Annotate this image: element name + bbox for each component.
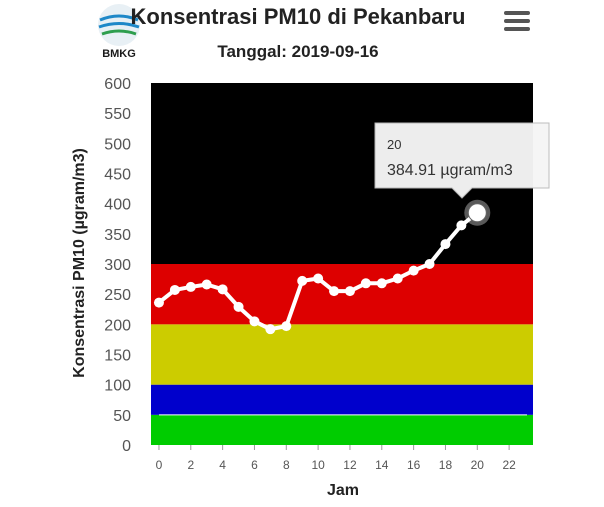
x-tick-label: 18 [439,458,453,472]
data-point[interactable] [233,301,244,312]
data-point[interactable] [392,273,403,284]
y-tick-label: 350 [104,227,131,244]
x-tick-label: 14 [375,458,389,472]
y-tick-label: 250 [104,287,131,304]
y-axis-ticks: 0 50 100 150 200 250 300 350 400 450 500 550 600 [104,76,131,455]
tooltip-hour: 20 [387,137,401,152]
band-3 [151,264,533,325]
x-tick-label: 22 [502,458,516,472]
y-tick-label: 50 [113,408,131,425]
data-point[interactable] [169,284,180,295]
chart-subtitle: Tanggal: 2019-09-16 [217,42,378,61]
data-point[interactable] [329,286,340,297]
bmkg-logo: BMKG [98,4,140,60]
band-0 [151,414,533,445]
x-tick-label: 8 [283,458,290,472]
data-point[interactable] [281,321,292,332]
tooltip-value: 384.91 µgram/m3 [387,162,513,179]
y-tick-label: 550 [104,106,131,123]
x-tick-label: 20 [471,458,485,472]
data-point[interactable] [297,275,308,286]
chart-title: Konsentrasi PM10 di Pekanbaru [131,4,466,29]
data-point[interactable] [376,278,387,289]
x-axis-ticks: 0 2 4 6 8 10 12 14 16 18 20 22 [156,445,516,472]
data-point[interactable] [249,316,260,327]
y-tick-label: 500 [104,136,131,153]
x-tick-label: 12 [343,458,357,472]
data-point[interactable] [456,220,467,231]
band-1 [151,384,533,415]
y-tick-label: 200 [104,317,131,334]
y-tick-label: 0 [122,438,131,455]
y-tick-label: 150 [104,348,131,365]
data-point[interactable] [440,239,451,250]
data-point[interactable] [360,278,371,289]
data-point[interactable] [185,281,196,292]
y-tick-label: 600 [104,76,131,93]
x-tick-label: 16 [407,458,421,472]
x-tick-label: 4 [219,458,226,472]
data-point[interactable] [201,279,212,290]
hamburger-menu-icon[interactable] [502,6,532,36]
x-tick-label: 6 [251,458,258,472]
x-tick-label: 10 [311,458,325,472]
tooltip: 20 384.91 µgram/m3 [374,122,550,226]
highlighted-point[interactable] [467,203,487,223]
data-point[interactable] [424,259,435,269]
data-point[interactable] [344,286,355,297]
data-point[interactable] [217,284,228,295]
air-quality-bands [151,83,533,445]
y-tick-label: 300 [104,257,131,274]
data-point[interactable] [153,297,164,308]
logo-text: BMKG [102,48,136,60]
data-point[interactable] [265,324,276,335]
y-tick-label: 100 [104,378,131,395]
x-tick-label: 0 [156,458,163,472]
x-tick-label: 2 [187,458,194,472]
tooltip-box [374,122,550,199]
data-point[interactable] [408,265,419,276]
x-axis-label: Jam [327,482,359,499]
y-tick-label: 450 [104,167,131,184]
y-axis-label: Konsentrasi PM10 (µgram/m3) [71,148,88,378]
data-point[interactable] [313,273,324,284]
y-tick-label: 400 [104,197,131,214]
band-2 [151,324,533,385]
